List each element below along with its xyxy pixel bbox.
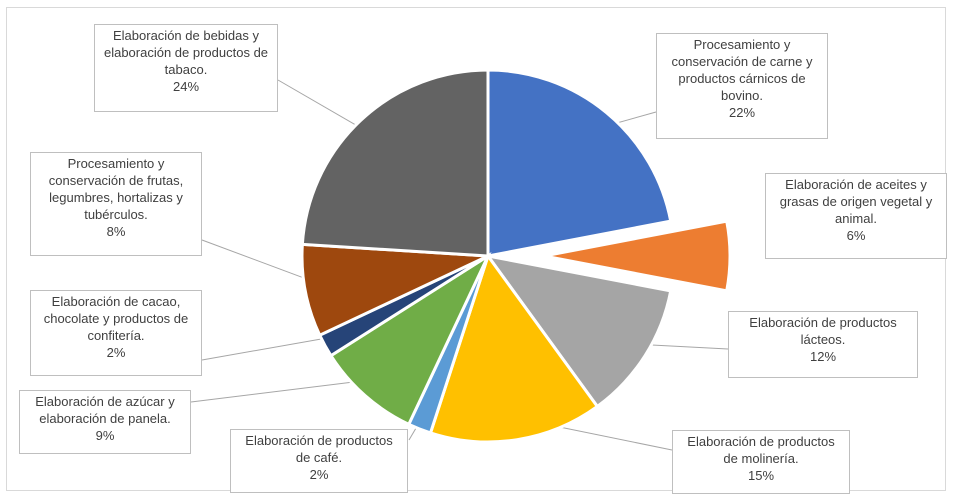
data-label-lacteos: Elaboración de productos lácteos. 12% xyxy=(728,311,918,378)
data-label-cafe: Elaboración de productos de café. 2% xyxy=(230,429,408,493)
data-label-aceites: Elaboración de aceites y grasas de orige… xyxy=(765,173,947,259)
pie-slice-aceites xyxy=(543,219,732,293)
data-label-azucar: Elaboración de azúcar y elaboración de p… xyxy=(19,390,191,454)
data-label-cacao: Elaboración de cacao, chocolate y produc… xyxy=(30,290,202,376)
data-label-molineria: Elaboración de productos de molinería. 1… xyxy=(672,430,850,494)
leader-line-azucar xyxy=(190,378,380,403)
pie-slice-azucar xyxy=(328,251,492,427)
data-label-bebidas: Elaboración de bebidas y elaboración de … xyxy=(94,24,278,112)
pie-slices xyxy=(300,68,732,444)
data-label-carne: Procesamiento y conservación de carne y … xyxy=(656,33,828,139)
data-label-frutas: Procesamiento y conservación de frutas, … xyxy=(30,152,202,256)
pie-slice-carne xyxy=(486,68,673,258)
pie-slice-frutas xyxy=(300,242,489,338)
pie-slice-lacteos xyxy=(484,253,673,409)
pie-slice-molineria xyxy=(428,252,600,444)
pie-slice-bebidas xyxy=(300,68,490,258)
